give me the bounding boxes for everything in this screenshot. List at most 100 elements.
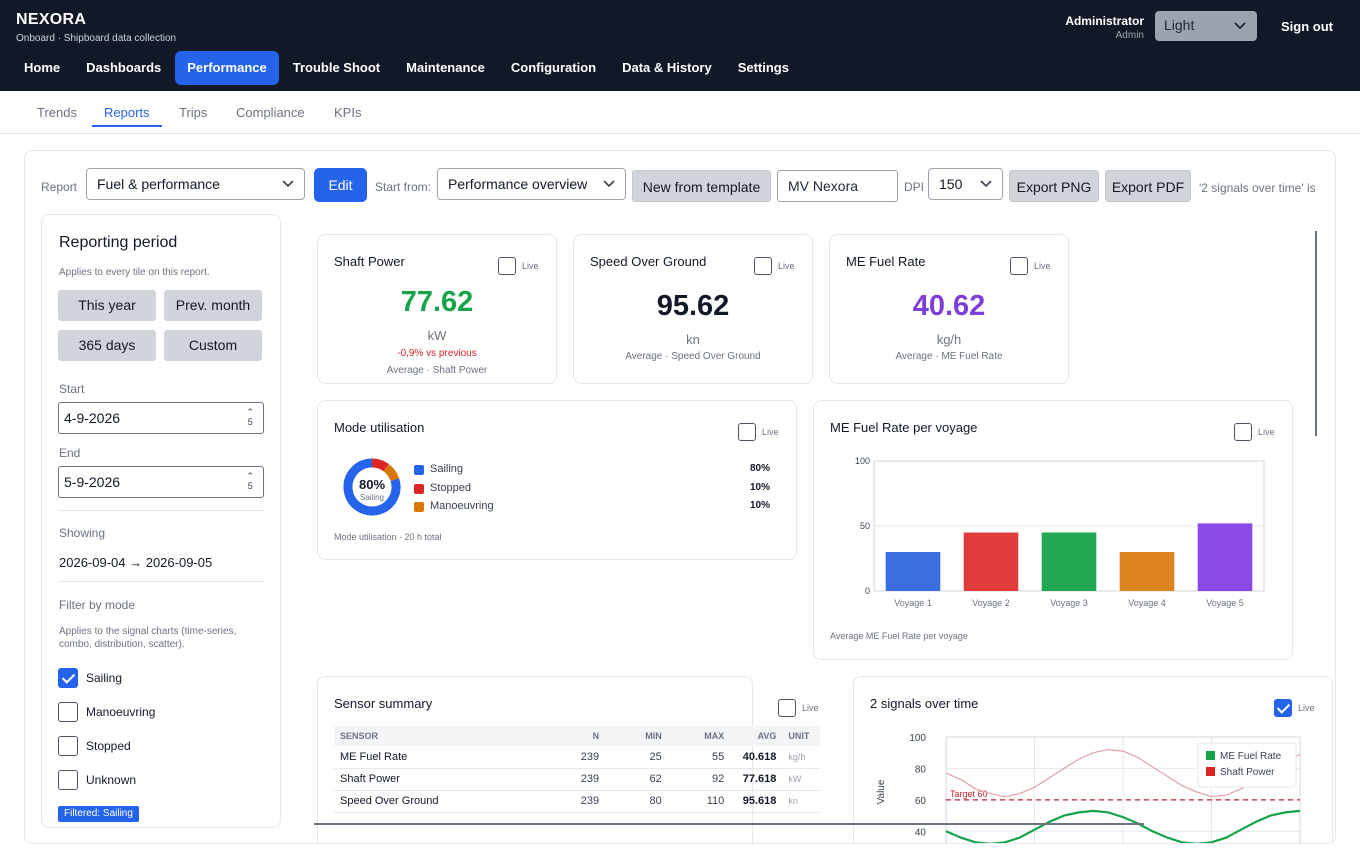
toolbar-status-text: '2 signals over time' is xyxy=(1199,181,1316,195)
y-tick-label: 50 xyxy=(860,521,870,531)
bar-voyage-2[interactable] xyxy=(963,532,1019,592)
tile-title: Sensor summary xyxy=(334,696,433,711)
dpi-select[interactable]: 150 xyxy=(928,168,1003,200)
export-pdf-button[interactable]: Export PDF xyxy=(1105,170,1191,202)
target-label: Target 60 xyxy=(950,789,988,799)
tab-compliance[interactable]: Compliance xyxy=(236,105,305,120)
sensor-summary-tile[interactable]: Sensor summary Live SENSOR N MIN MAX AVG… xyxy=(317,676,820,843)
main-nav: Home Dashboards Performance Trouble Shoo… xyxy=(12,51,801,85)
tab-reports[interactable]: Reports xyxy=(104,105,150,120)
end-date-input[interactable]: 5-9-2026 ⌃ 5 xyxy=(58,466,264,498)
nav-settings[interactable]: Settings xyxy=(737,60,789,75)
chevron-down-icon xyxy=(980,180,992,188)
signals-over-time-tile[interactable]: 2 signals over time Live Value 40 60 80 100 T… xyxy=(853,676,1333,843)
kpi-caption: Average · ME Fuel Rate xyxy=(895,351,1003,362)
mode-utilisation-tile[interactable]: Mode utilisation Live 80% Sailing Sailin… xyxy=(317,400,797,560)
nav-trouble-shoot[interactable]: Trouble Shoot xyxy=(292,60,381,75)
export-png-button[interactable]: Export PNG xyxy=(1009,170,1099,202)
bar-voyage-5[interactable] xyxy=(1197,523,1253,591)
start-date-input[interactable]: 4-9-2026 ⌃ 5 xyxy=(58,402,264,434)
column-header: MIN xyxy=(605,726,668,746)
nav-data-history[interactable]: Data & History xyxy=(622,60,712,75)
custom-range-button[interactable]: Custom xyxy=(164,330,262,361)
chevron-down-icon xyxy=(282,180,294,188)
template-select-value: Performance overview xyxy=(448,176,588,192)
kpi-tile-me-fuel-rate[interactable]: ME Fuel Rate Live 40.62 kg/h Average · M… xyxy=(829,234,1069,384)
checkbox-manoeuvring[interactable] xyxy=(58,702,78,722)
start-date-spinner[interactable]: ⌃ 5 xyxy=(246,407,254,427)
report-select[interactable]: Fuel & performance xyxy=(86,168,305,200)
live-checkbox[interactable] xyxy=(738,423,756,441)
live-checkbox[interactable] xyxy=(754,257,772,275)
checkbox-unknown[interactable] xyxy=(58,770,78,790)
donut-center-label: Sailing xyxy=(360,493,384,502)
bar-voyage-3[interactable] xyxy=(1041,532,1097,592)
mode-filter-stopped[interactable]: Stopped xyxy=(58,736,131,756)
template-select[interactable]: Performance overview xyxy=(437,168,626,200)
live-toggle[interactable]: Live xyxy=(1010,257,1051,275)
live-toggle[interactable]: Live xyxy=(498,257,539,275)
mode-filter-unknown[interactable]: Unknown xyxy=(58,770,136,790)
live-checkbox[interactable] xyxy=(1274,699,1292,717)
table-row[interactable]: ME Fuel Rate 239 25 55 40.618 kg/h xyxy=(334,746,820,769)
nav-dashboards[interactable]: Dashboards xyxy=(86,60,162,75)
report-select-value: Fuel & performance xyxy=(97,176,220,192)
bar-voyage-1[interactable] xyxy=(885,552,941,591)
tab-trends[interactable]: Trends xyxy=(37,105,77,120)
live-toggle[interactable]: Live xyxy=(1234,423,1275,441)
nav-maintenance[interactable]: Maintenance xyxy=(406,60,485,75)
legend-swatch xyxy=(414,502,424,512)
checkbox-stopped[interactable] xyxy=(58,736,78,756)
horizontal-scrollbar[interactable] xyxy=(314,823,1144,825)
mode-filter-label: Sailing xyxy=(86,671,123,685)
this-year-button[interactable]: This year xyxy=(58,290,156,321)
user-name: Administrator xyxy=(1065,14,1144,28)
live-checkbox[interactable] xyxy=(778,699,796,717)
kpi-tile-speed-over-ground[interactable]: Speed Over Ground Live 95.62 kn Average … xyxy=(573,234,813,384)
tab-kpis[interactable]: KPIs xyxy=(334,105,362,120)
bar-voyage-4[interactable] xyxy=(1119,552,1175,591)
x-tick-label: Voyage 1 xyxy=(894,598,932,608)
voyage-bar-chart: 0 50 100 Voyage 1 Voyage 2 Voyage 3 Voyage 4 Vo… xyxy=(855,456,1265,608)
table-row[interactable]: Shaft Power 239 62 92 77.618 kW xyxy=(334,768,820,791)
live-checkbox[interactable] xyxy=(498,257,516,275)
reporting-period-title: Reporting period xyxy=(59,234,178,251)
theme-select[interactable]: Light xyxy=(1155,11,1257,41)
live-toggle[interactable]: Live xyxy=(738,423,779,441)
nav-performance[interactable]: Performance xyxy=(175,51,279,85)
checkbox-sailing[interactable] xyxy=(58,668,78,688)
showing-range: 2026-09-04 → 2026-09-05 xyxy=(59,555,213,570)
nav-home[interactable]: Home xyxy=(24,60,61,75)
prev-month-button[interactable]: Prev. month xyxy=(164,290,262,321)
live-toggle[interactable]: Live xyxy=(778,699,819,717)
edit-button[interactable]: Edit xyxy=(314,168,367,202)
y-tick-label: 100 xyxy=(855,456,870,466)
kpi-unit: kn xyxy=(686,332,700,347)
column-header: SENSOR xyxy=(334,726,491,746)
tile-title: Shaft Power xyxy=(334,254,405,269)
sign-out-button[interactable]: Sign out xyxy=(1281,19,1333,34)
vertical-scrollbar[interactable] xyxy=(1315,231,1317,436)
mode-filter-sailing[interactable]: Sailing xyxy=(58,668,122,688)
end-date-spinner[interactable]: ⌃ 5 xyxy=(246,471,254,491)
column-header: AVG xyxy=(730,726,783,746)
live-toggle[interactable]: Live xyxy=(1274,699,1315,717)
new-from-template-button[interactable]: New from template xyxy=(632,170,771,202)
live-checkbox[interactable] xyxy=(1010,257,1028,275)
chevron-down-icon xyxy=(1234,22,1246,30)
nav-configuration[interactable]: Configuration xyxy=(510,60,597,75)
mode-filter-manoeuvring[interactable]: Manoeuvring xyxy=(58,702,155,722)
donut-slice-stopped xyxy=(371,458,389,472)
chevron-down-icon xyxy=(603,180,615,188)
tile-title: ME Fuel Rate xyxy=(846,254,926,269)
table-row[interactable]: Speed Over Ground 239 80 110 95.618 kn xyxy=(334,790,820,813)
tab-trips[interactable]: Trips xyxy=(179,105,208,120)
brand-logo[interactable]: NEXORA xyxy=(16,11,87,28)
tile-caption: Average ME Fuel Rate per voyage xyxy=(830,631,968,641)
365-days-button[interactable]: 365 days xyxy=(58,330,156,361)
vessel-name-input[interactable]: MV Nexora xyxy=(777,170,898,202)
kpi-tile-shaft-power[interactable]: Shaft Power Live 77.62 kW -0,9% vs previ… xyxy=(317,234,557,384)
fuel-rate-per-voyage-tile[interactable]: ME Fuel Rate per voyage Live 0 50 100 Voyag… xyxy=(813,400,1293,660)
live-checkbox[interactable] xyxy=(1234,423,1252,441)
live-toggle[interactable]: Live xyxy=(754,257,795,275)
